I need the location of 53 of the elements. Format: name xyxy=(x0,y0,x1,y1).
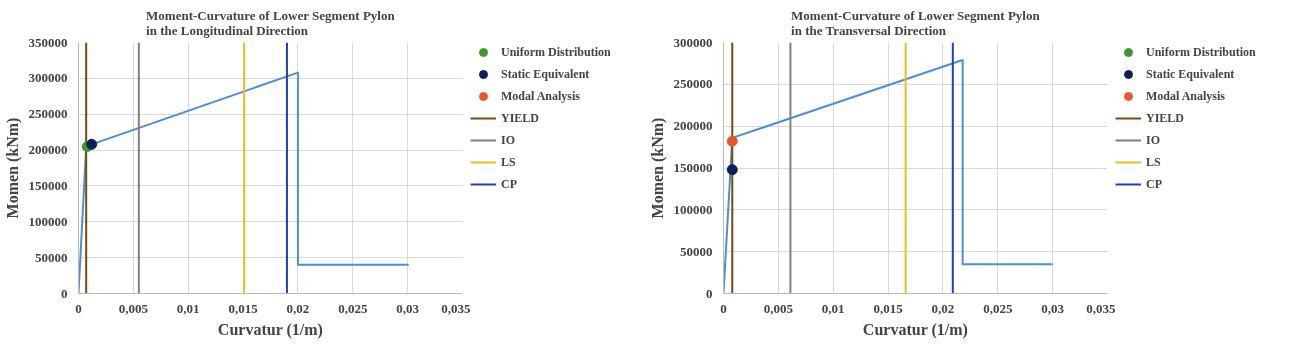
legend-label: Uniform Distribution xyxy=(501,44,611,60)
legend-label: Static Equivalent xyxy=(501,66,590,82)
y-axis-title: Momen (kNm) xyxy=(648,117,667,219)
x-tick-label: 0,03 xyxy=(1041,300,1065,316)
x-axis-title: Curvatur (1/m) xyxy=(862,320,968,339)
x-tick-label: 0,01 xyxy=(176,300,200,316)
y-tick-label: 50000 xyxy=(35,249,68,265)
y-tick-label: 200000 xyxy=(28,142,68,158)
y-tick-label: 200000 xyxy=(673,118,713,134)
y-tick-label: 300000 xyxy=(28,70,68,86)
x-tick-label: 0 xyxy=(720,300,727,316)
y-tick-label: 50000 xyxy=(680,243,713,259)
legend-label: Modal Analysis xyxy=(501,88,581,104)
x-tick-label: 0,02 xyxy=(931,300,955,316)
legend-label: Modal Analysis xyxy=(1146,88,1226,104)
x-tick-label: 0,015 xyxy=(873,300,904,316)
y-tick-label: 250000 xyxy=(28,106,68,122)
x-tick-label: 0,02 xyxy=(286,300,310,316)
y-tick-label: 100000 xyxy=(28,213,68,229)
line-series xyxy=(78,71,410,294)
line-series xyxy=(723,59,1054,294)
legend-label: Uniform Distribution xyxy=(1146,44,1256,60)
legend-label: CP xyxy=(1146,176,1163,192)
x-tick-label: 0,035 xyxy=(1086,300,1116,316)
y-tick-label: 150000 xyxy=(28,177,68,193)
legend-label: Static Equivalent xyxy=(1146,66,1235,82)
y-tick-label: 100000 xyxy=(673,201,713,217)
x-tick-label: 0,015 xyxy=(228,300,259,316)
y-tick-label: 0 xyxy=(706,285,713,301)
x-tick-label: 0,005 xyxy=(118,300,149,316)
x-axis-title: Curvatur (1/m) xyxy=(217,320,323,339)
x-tick-label: 0 xyxy=(75,300,82,316)
legend-label: LS xyxy=(1146,154,1162,170)
legend-label: LS xyxy=(501,154,517,170)
legend-label: CP xyxy=(501,176,518,192)
chart-title: Moment-Curvature of Lower Segment Pylon in the Longitudinal Direction xyxy=(146,7,396,38)
legend-label: IO xyxy=(501,132,516,148)
y-tick-label: 350000 xyxy=(28,34,68,50)
x-tick-label: 0,01 xyxy=(821,300,845,316)
y-tick-label: 300000 xyxy=(673,34,713,50)
x-tick-label: 0,025 xyxy=(983,300,1013,316)
y-axis-title: Momen (kNm) xyxy=(3,117,22,219)
chart-title: Moment-Curvature of Lower Segment Pylon in the Transversal Direction xyxy=(791,7,1041,38)
legend-label: IO xyxy=(1146,132,1161,148)
x-tick-label: 0,005 xyxy=(763,300,794,316)
legend-label: YIELD xyxy=(501,110,540,126)
x-tick-label: 0,03 xyxy=(396,300,420,316)
y-tick-label: 0 xyxy=(61,285,68,301)
y-tick-label: 150000 xyxy=(673,160,713,175)
x-tick-label: 0,025 xyxy=(338,300,368,316)
x-tick-label: 0,035 xyxy=(441,300,471,316)
legend-label: YIELD xyxy=(1146,110,1185,126)
y-tick-label: 250000 xyxy=(673,76,713,92)
